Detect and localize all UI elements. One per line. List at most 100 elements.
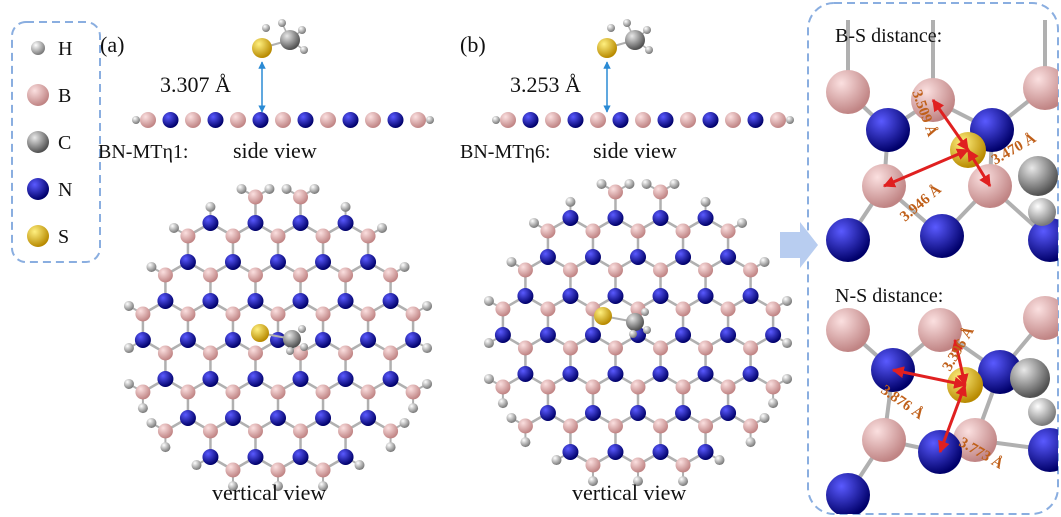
legend-label: B [58,85,71,107]
atom [653,262,669,278]
atom [765,327,782,343]
atom [179,254,196,270]
distance-arrow [966,148,992,188]
atom [635,112,651,128]
atom [539,249,556,265]
atom [652,288,669,304]
zoom-atoms [826,20,1058,514]
atom [747,112,764,128]
atom [743,418,759,434]
atom [786,116,794,124]
atom [483,295,494,306]
atom [612,112,629,128]
atom [247,345,263,361]
atom [697,288,714,304]
atom [315,332,332,348]
atom [517,340,533,356]
atom [320,112,336,128]
atom [224,410,241,426]
atom [383,267,399,283]
atom [157,423,173,439]
atom [123,378,134,389]
atom [698,340,714,356]
atom [140,112,156,128]
atom [562,444,579,460]
atom [698,262,714,278]
atom [540,379,556,395]
atom [770,112,786,128]
atom [27,84,49,106]
atom [742,288,759,304]
atom [387,112,404,128]
atom [315,306,331,322]
atom [360,410,377,426]
atom [408,403,419,414]
atom [826,308,870,352]
atom [483,373,494,384]
atom [675,327,692,343]
legend-label: N [58,179,72,201]
atom [920,214,964,258]
atom [652,366,669,382]
atom [273,481,283,492]
atom [645,46,653,54]
atom [567,112,584,128]
atom [607,444,624,460]
atom [315,410,332,426]
atom [540,223,556,239]
atom [697,210,714,226]
atom [270,462,286,478]
panel-label: (a) [100,32,124,57]
atom [700,196,711,207]
atom [410,112,426,128]
atom [225,306,241,322]
structure-name: BN-MTη1: [98,141,188,163]
atom [293,267,309,283]
atom [1010,358,1050,398]
atom [426,116,434,124]
atom [826,70,870,114]
atom [720,249,737,265]
atom [1028,198,1056,226]
atom [383,345,399,361]
atom [270,306,286,322]
legend-label: H [58,38,72,60]
atom [714,455,725,466]
atom [185,112,201,128]
atom [224,332,241,348]
atom [720,223,736,239]
atom [315,254,332,270]
atom [545,112,561,128]
atom [270,228,286,244]
atom [1028,428,1058,472]
atom [743,262,759,278]
atom [283,330,301,348]
atom [399,417,410,428]
atom [251,324,269,342]
atom [162,112,179,128]
view-label: vertical view [572,480,686,505]
atom [607,262,623,278]
atom [191,460,202,471]
atom [225,384,241,400]
atom [383,423,399,439]
atom [675,249,692,265]
atom [297,112,314,128]
atom [270,384,286,400]
atom [180,306,196,322]
atom [280,30,300,50]
atom [382,293,399,309]
atom [360,384,376,400]
atom [354,460,365,471]
atom [247,215,264,231]
atom [630,405,646,421]
atom [584,327,601,343]
atom [584,405,601,421]
legend-label: S [58,226,69,248]
atom [517,262,533,278]
atom [607,184,623,200]
atom [157,371,174,387]
atom [725,112,741,128]
atom [180,384,196,400]
